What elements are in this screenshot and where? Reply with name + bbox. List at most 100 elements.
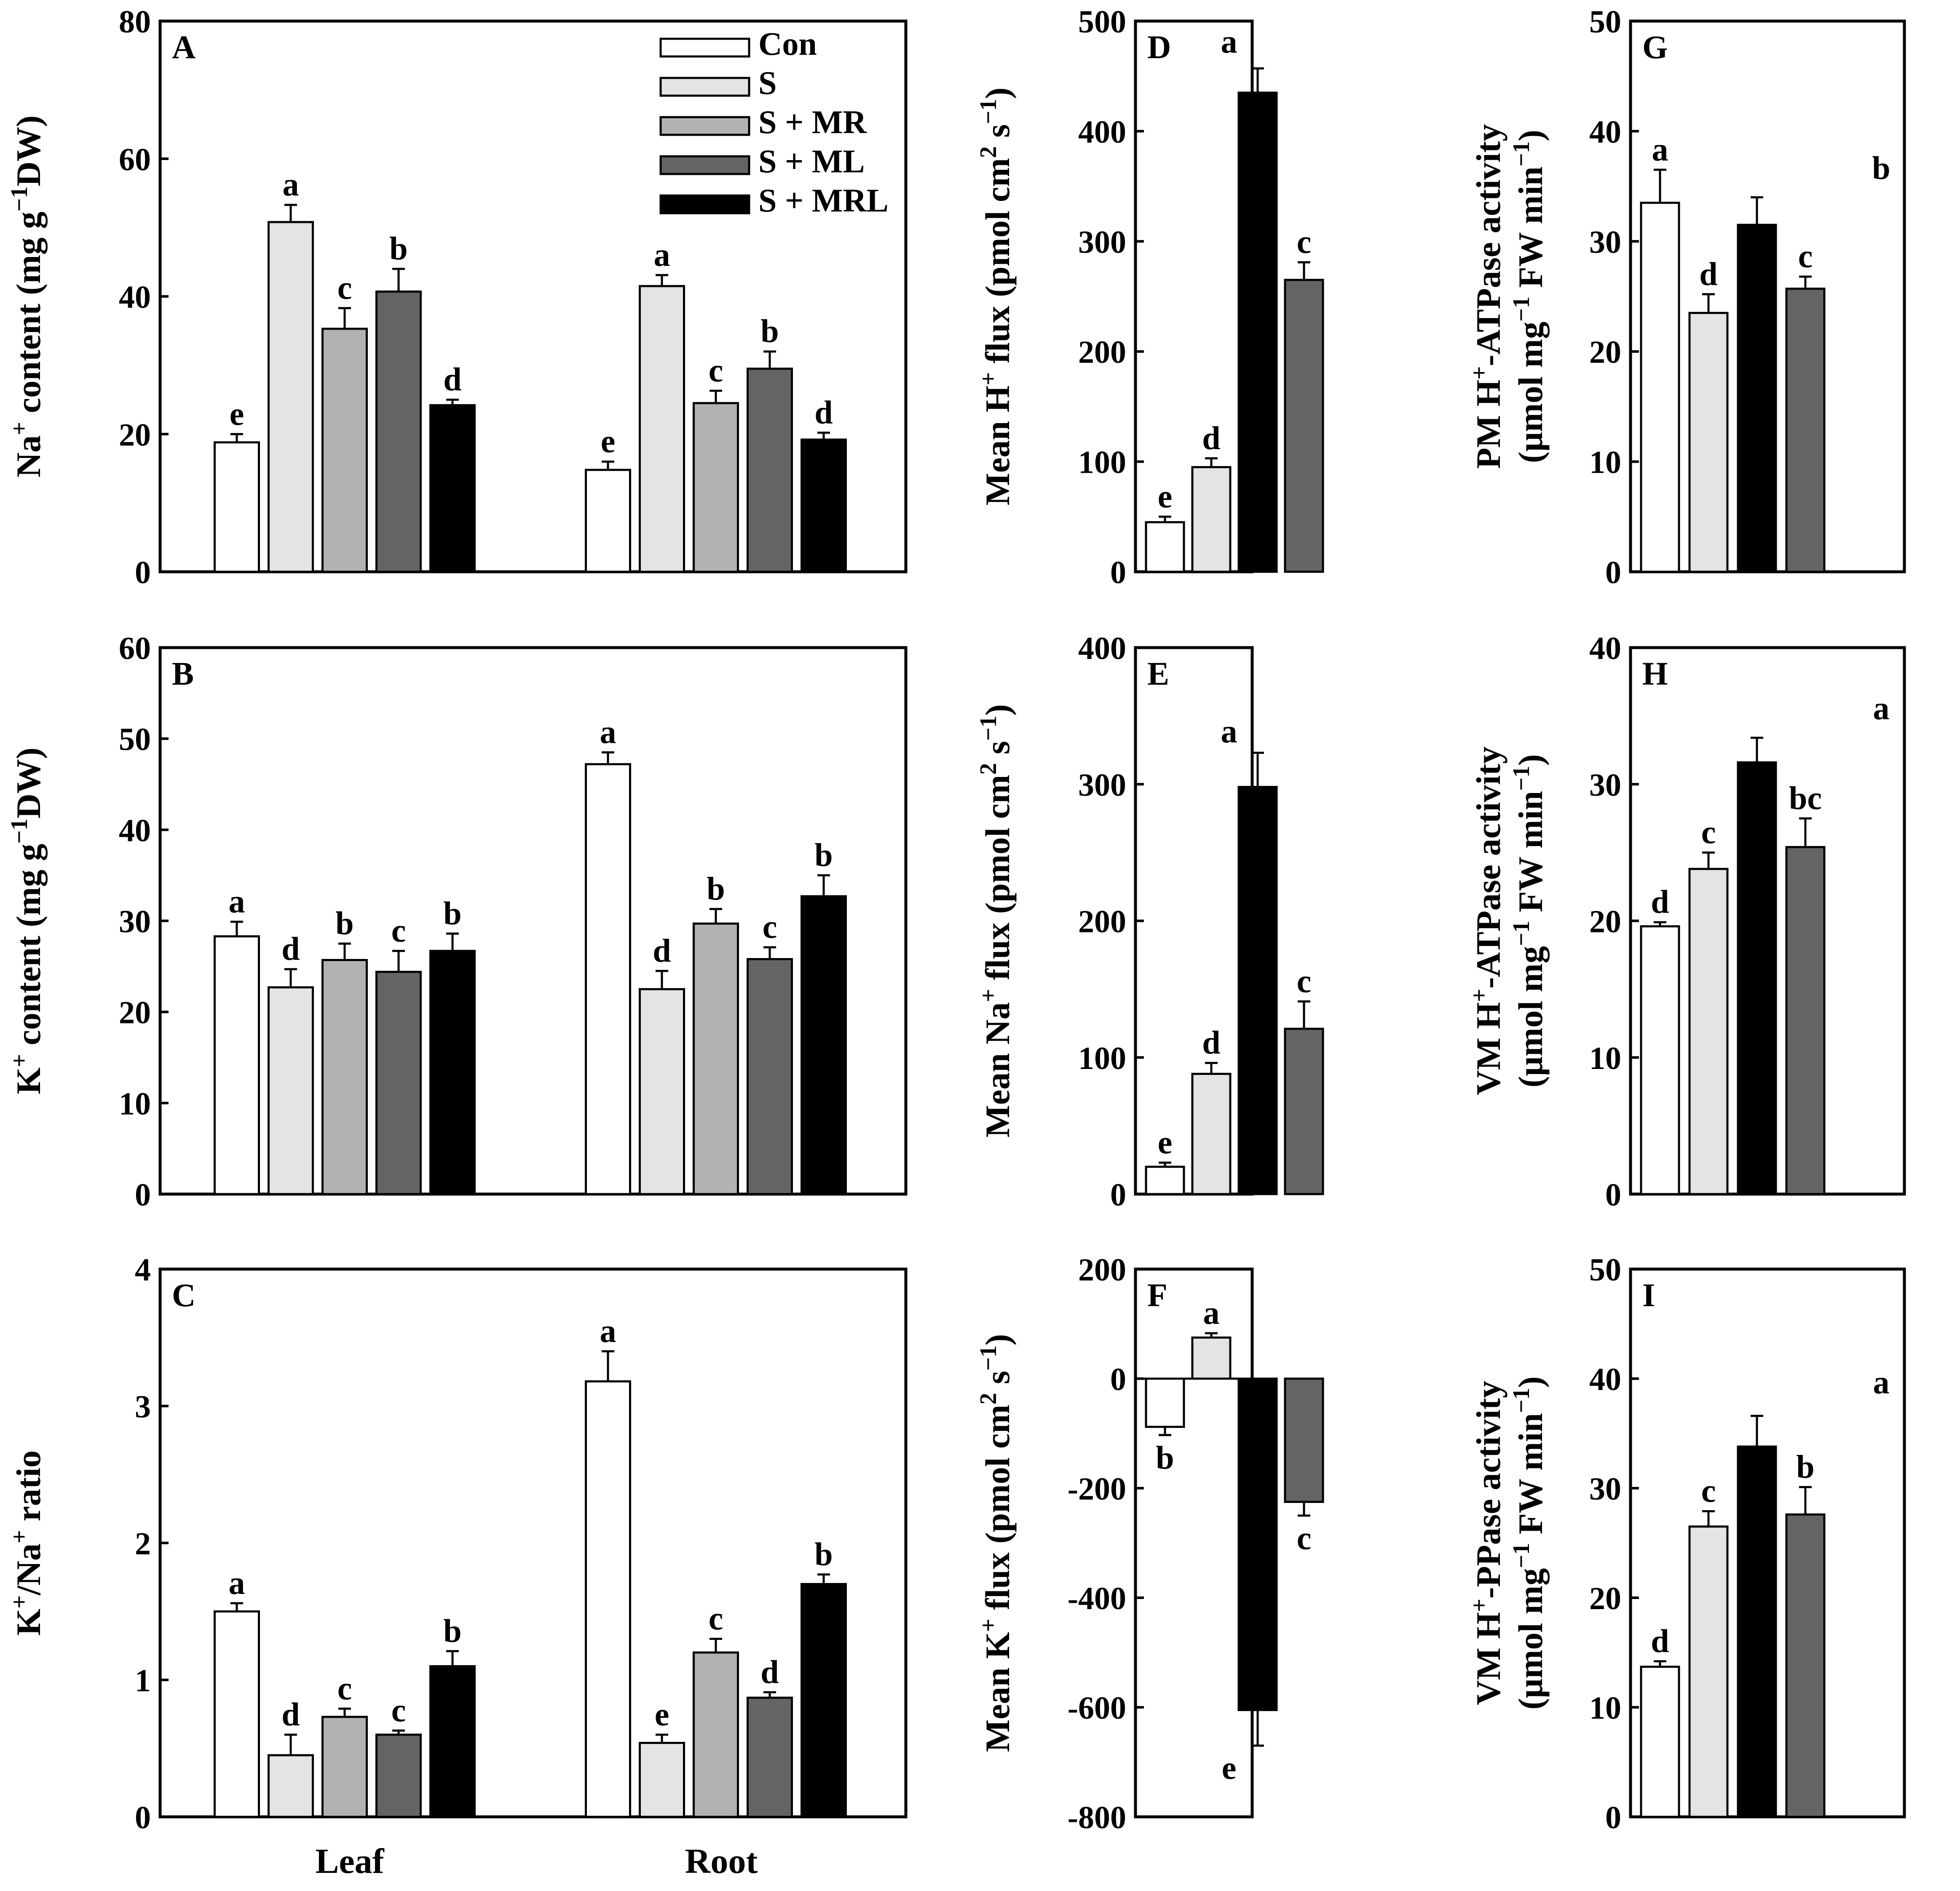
y-axis-label-part: −1 [6,819,32,844]
bar-1 [1688,1525,1729,1818]
y-axis-label-text: VM H+-PPase activity [1466,1381,1507,1705]
y-axis-label-part: + [6,422,32,435]
bar-2 [1737,224,1777,573]
significance-letter: b [443,1612,461,1649]
y-tick-label: 60 [119,142,151,177]
bar-1 [1688,312,1729,573]
y-tick-label: 4 [135,1252,151,1288]
significance-letter: d [443,361,461,398]
y-tick-label: -800 [1068,1800,1126,1835]
y-axis-label-part: + [6,1530,32,1543]
bar-sml-root [747,367,793,573]
panel-label-a: A [172,29,195,65]
y-axis-label-part: FW min [1511,166,1550,296]
bar-con-root [585,763,631,1195]
y-axis-label-text: Mean Na+ flux (pmol cm2 s−1) [975,704,1017,1138]
y-tick-label: 50 [1589,4,1621,40]
panel-label-f: F [1147,1277,1167,1313]
y-axis-label-part: FW min [1511,791,1550,921]
legend-label: Con [758,25,817,62]
significance-letter: b [335,905,353,942]
legend-label: S [758,64,777,101]
y-axis-label-part: ) [1511,130,1550,141]
y-axis-label-part: −1 [6,186,32,212]
bar-con-leaf [214,935,260,1195]
y-axis-label-part: PM H [1469,380,1507,469]
bar-2 [1237,786,1278,1195]
bar-0 [1640,1666,1680,1818]
bar-3 [1785,846,1826,1195]
bar-3 [1284,1028,1324,1195]
y-tick-label: 200 [1078,904,1126,940]
significance-letter: d [1651,884,1669,920]
y-axis-label-part: (μmol mg [1511,946,1550,1087]
legend-label: S + MR [758,104,867,140]
y-tick-label: 40 [119,813,151,848]
y-tick-label: 400 [1078,631,1126,666]
bar-smr-root [693,1651,739,1818]
bar-3 [1284,1377,1324,1503]
bar-s-root [639,285,685,573]
y-tick-label: -600 [1068,1690,1126,1726]
y-tick-label: 0 [1110,1177,1126,1213]
bar-s-root [639,1742,685,1818]
y-axis-label-part: ratio [9,1450,48,1530]
y-axis-label-part: −1 [975,716,1001,741]
bar-smr-leaf [321,1716,368,1818]
bar-2 [1237,1377,1278,1711]
bar-1 [1191,1337,1232,1380]
y-tick-label: 20 [119,417,151,453]
y-tick-label: 300 [1078,225,1126,260]
significance-letter: c [1701,1473,1716,1509]
significance-letter: c [1297,223,1312,260]
legend-label: S + ML [758,143,865,179]
y-axis-label-part: Na [9,435,48,477]
y-axis-label-part: + [975,989,1001,1002]
y-axis-label-part: s [978,124,1017,146]
y-axis-label-part: 2 [975,146,1001,158]
panel-label-c: C [172,1277,195,1313]
y-axis-label-part: + [975,1618,1001,1632]
y-axis-label-part: + [6,1595,32,1609]
y-axis-label-part: + [6,1054,32,1067]
bar-3 [1785,1513,1826,1818]
y-axis-label-part: -PPase activity [1469,1381,1507,1599]
y-axis-label-part: + [975,372,1001,386]
significance-letter: c [1297,963,1312,999]
y-axis-label-text: K+/Na+ ratio [6,1450,48,1636]
bar-1 [1688,868,1729,1195]
y-axis-label-text: Mean K+ flux (pmol cm2 s−1) [975,1334,1017,1752]
y-tick-label: 30 [1589,1471,1621,1507]
bar-con-root [585,469,631,573]
bar-s-leaf [268,986,314,1195]
y-axis-label-part: 2 [975,1393,1001,1405]
y-tick-label: 100 [1078,445,1126,480]
y-tick-label: 200 [1078,335,1126,370]
bar-s-leaf [268,221,314,573]
legend-swatch [659,37,750,58]
significance-letter: c [1701,814,1716,850]
significance-letter: c [1297,1520,1312,1556]
y-tick-label: 0 [135,555,151,590]
significance-letter: a [1203,1294,1220,1331]
y-axis-label-text: Na+ content (mg g−1DW) [6,115,48,477]
bar-0 [1640,201,1680,573]
y-axis-label-text: (μmol mg−1 FW min−1) [1508,754,1550,1087]
y-tick-label: 40 [1589,631,1621,666]
bar-s-leaf [268,1754,314,1818]
bar-0 [1145,1165,1185,1195]
panel-label-g: G [1642,29,1668,65]
legend-swatch [659,194,750,214]
y-axis-label-part: flux (pmol cm [978,1405,1017,1619]
y-tick-label: 50 [1589,1252,1621,1288]
bar-smrl-root [801,438,847,573]
y-tick-label: 20 [1589,1581,1621,1616]
legend-label: S + MRL [758,182,889,219]
y-tick-label: 40 [1589,114,1621,150]
y-axis-label-part: Mean Na [978,1002,1017,1138]
bar-sml-root [747,1696,793,1818]
y-tick-label: 0 [1605,555,1621,590]
y-tick-label: 300 [1078,767,1126,803]
y-tick-label: 30 [1589,225,1621,260]
significance-letter: b [707,870,725,907]
